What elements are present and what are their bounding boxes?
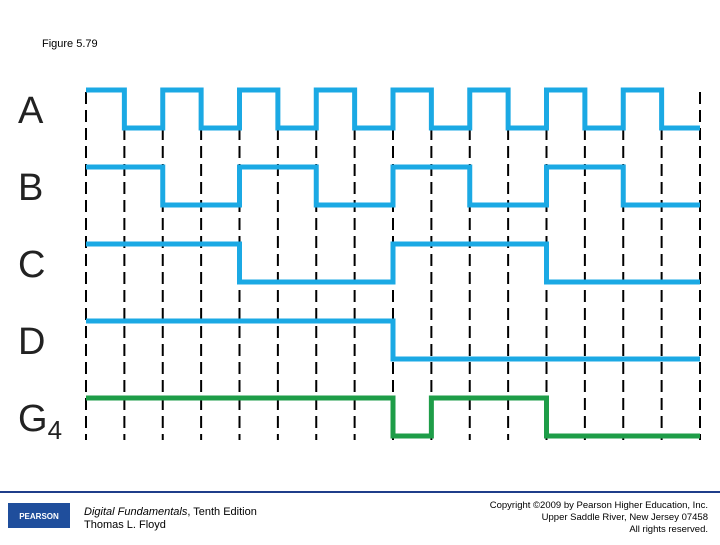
signal-name: C (18, 244, 45, 286)
waveform (86, 318, 700, 362)
logo-text: PEARSON (19, 512, 59, 521)
figure-title: Figure 5.79 (42, 38, 98, 50)
signal-name: D (18, 321, 45, 363)
book-title: Digital Fundamentals (84, 506, 188, 518)
copyright: All rights reserved. (629, 524, 708, 535)
waveform (86, 395, 700, 439)
logo-box (8, 503, 70, 528)
signal-name: A (18, 90, 44, 132)
edition: , Tenth Edition (187, 506, 257, 518)
signal-label: C (18, 244, 45, 286)
signal-label: D (18, 321, 45, 363)
copyright: Upper Saddle River, New Jersey 07458 (542, 512, 708, 523)
signal-label: A (18, 90, 44, 132)
book-line: Digital Fundamentals, Tenth Edition (84, 506, 257, 518)
waveform (86, 87, 700, 131)
copyright: Copyright ©2009 by Pearson Higher Educat… (490, 500, 708, 511)
waveform (86, 164, 700, 208)
waveform (86, 241, 700, 285)
signal-subscript: 4 (48, 415, 62, 445)
author: Thomas L. Floyd (84, 519, 166, 531)
signal-name: B (18, 167, 43, 209)
signal-label: G4 (18, 398, 62, 445)
signal-label: B (18, 167, 43, 209)
signal-name: G (18, 398, 48, 440)
